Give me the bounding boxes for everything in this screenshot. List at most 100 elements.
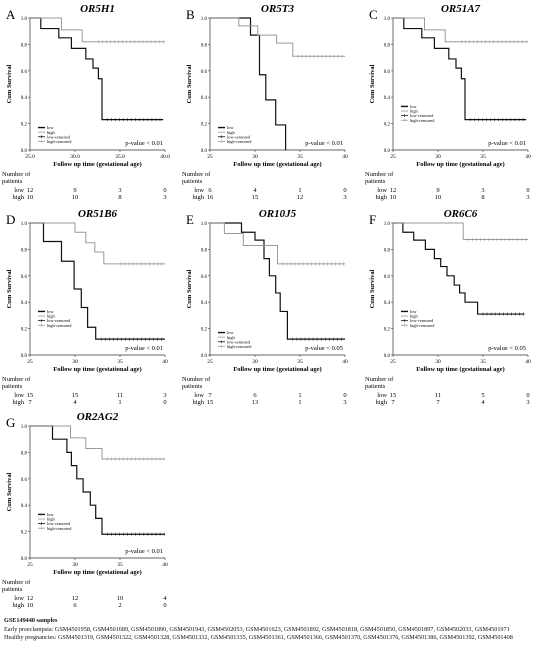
y-tick-label: 0.2 [21,531,28,536]
legend-label: low [47,125,54,130]
panel-title: OR5H1 [80,3,115,15]
risk-count: 15 [72,392,79,399]
legend-label: high-censored [227,139,252,144]
panel-title: OR51B6 [78,208,118,220]
x-axis-label: Follow up time (gestational age) [53,569,141,576]
legend-label: low [47,309,54,314]
footer-title: GSE149440 samples [4,617,58,624]
y-tick-label: 0.0 [201,354,208,359]
p-value-label: p-value < 0.01 [305,140,343,147]
legend-label: high [227,335,235,340]
km-chart: E OR10J5 0.0 0.2 0.4 0.6 0.8 1.0 25 30 35 40 Cum Sur… [182,208,348,406]
risk-header: patients [2,178,23,185]
risk-count: 10 [390,194,397,201]
panel-title: OR51A7 [441,3,481,15]
x-tick-label: 35 [480,154,486,160]
risk-count: 7 [436,399,440,406]
risk-header: patients [182,178,203,185]
km-curve-low [210,222,345,340]
y-tick-label: 0.4 [21,96,28,101]
legend-label: high-censored [410,118,435,123]
risk-row-label: high [192,194,204,201]
risk-row-label: low [194,187,204,194]
risk-count: 8 [481,194,484,201]
x-axis-label: Follow up time (gestational age) [233,366,321,373]
risk-row-label: high [12,602,24,609]
x-tick-label: 35 [480,359,486,365]
km-curve-low [30,17,164,121]
risk-row-label: high [375,399,387,406]
legend-label: high [410,109,418,114]
legend-label: low-censored [47,134,71,139]
x-tick-label: 35 [297,359,303,365]
x-tick-label: 35 [297,154,303,160]
y-tick-label: 0.0 [21,557,28,562]
legend-label: high-censored [410,323,435,328]
panel-letter: F [369,212,376,227]
risk-count: 3 [481,187,484,194]
km-panel-a: A OR5H1 0.0 0.2 0.4 0.6 0.8 1.0 25.0 30.0 35.0 40.0… [0,0,180,201]
risk-count: 0 [163,399,166,406]
legend-label: low-censored [410,318,434,323]
risk-count: 0 [163,187,166,194]
y-tick-label: 0.6 [21,478,28,483]
km-panel-f: F OR6C6 0.0 0.2 0.4 0.6 0.8 1.0 25 30 35 40 Cum Surv… [363,205,543,406]
km-panel-g: G OR2AG2 0.0 0.2 0.4 0.6 0.8 1.0 25 30 35 40 Cum Sur… [0,408,180,609]
y-tick-label: 0.4 [201,96,208,101]
y-tick-label: 0.4 [384,301,391,306]
y-tick-label: 0.4 [21,301,28,306]
risk-row-label: low [377,392,387,399]
x-tick-label: 40 [342,359,348,365]
y-tick-label: 0.8 [384,43,391,48]
legend-label: low [47,512,54,517]
km-curve-low [210,17,287,150]
risk-header: patients [182,383,203,390]
legend-label: high [47,517,55,522]
risk-count: 9 [436,187,439,194]
panel-letter: G [6,415,15,430]
km-curve-low [30,425,165,535]
x-tick-label: 40 [525,154,531,160]
risk-count: 3 [163,392,166,399]
y-tick-label: 0.6 [21,70,28,75]
km-curve-high [30,222,165,265]
x-tick-label: 35 [117,562,123,568]
risk-count: 3 [343,399,346,406]
risk-count: 10 [435,194,442,201]
risk-count: 7 [28,399,32,406]
km-curve-high [210,17,345,57]
x-tick-label: 40 [162,562,168,568]
y-axis-label: Cum Survival [6,64,13,103]
risk-row-label: low [377,187,387,194]
p-value-label: p-value < 0.05 [305,345,343,352]
sample-footer: GSE149440 samples Early preeclampsia: GS… [4,617,550,643]
risk-count: 4 [73,399,77,406]
legend-label: low [227,125,234,130]
x-tick-label: 25 [27,562,33,568]
risk-row-label: low [194,392,204,399]
risk-row-label: high [12,194,24,201]
legend-label: high-censored [227,344,252,349]
risk-row-label: low [14,392,24,399]
risk-count: 15 [207,399,214,406]
risk-header: patients [2,586,23,593]
x-tick-label: 35 [117,359,123,365]
x-axis-label: Follow up time (gestational age) [53,161,141,168]
legend-label: low-censored [227,339,251,344]
risk-count: 1 [118,399,121,406]
km-panel-c: C OR51A7 0.0 0.2 0.4 0.6 0.8 1.0 25 30 35 40 Cum Sur… [363,0,543,201]
y-axis-label: Cum Survival [6,269,13,308]
risk-count: 9 [73,187,76,194]
legend-label: high-censored [47,323,72,328]
x-tick-label: 40 [342,154,348,160]
y-tick-label: 0.8 [21,451,28,456]
km-chart: G OR2AG2 0.0 0.2 0.4 0.6 0.8 1.0 25 30 35 40 Cum Sur… [2,411,168,609]
risk-count: 3 [343,194,346,201]
y-tick-label: 0.8 [201,43,208,48]
y-tick-label: 0.8 [21,43,28,48]
risk-header: Number of [182,376,211,383]
